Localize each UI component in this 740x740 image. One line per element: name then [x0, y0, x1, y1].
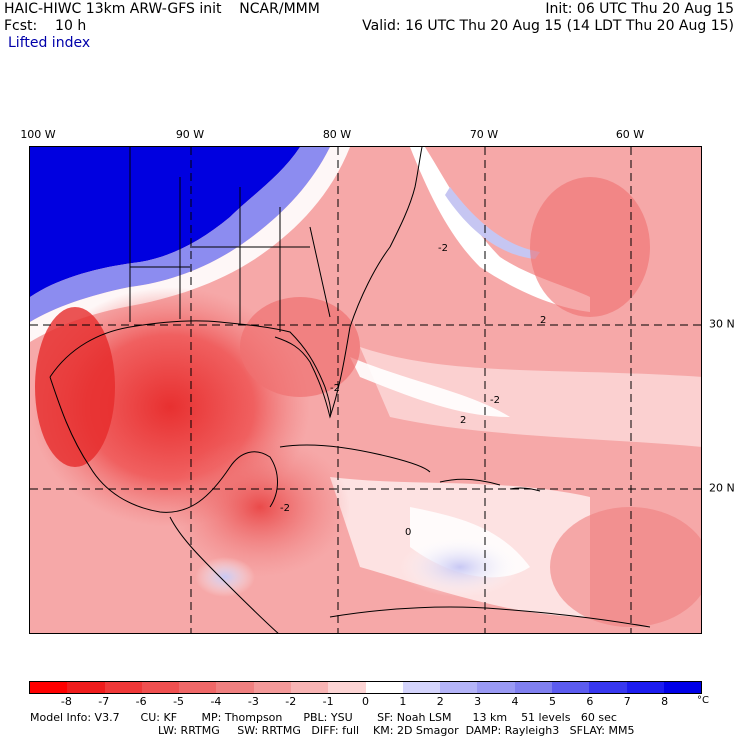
forecast-hour: Fcst: 10 h [4, 18, 87, 34]
colorbar-cell [663, 682, 702, 693]
stable-region-edge [30, 147, 330, 322]
model-info-line-2: LW: RRTMG SW: RRTMG DIFF: full KM: 2D Sm… [158, 724, 635, 737]
colorbar-tick-label: -4 [210, 695, 222, 708]
colorbar-tick-label: 8 [661, 695, 669, 708]
colorbar-tick-label: 7 [623, 695, 631, 708]
light-band-atlantic [360, 347, 701, 447]
init-time: Init: 06 UTC Thu 20 Aug 15 [545, 1, 734, 17]
colorbar-cell [104, 682, 142, 693]
map-canvas: -2 -2 -2 2 2 -2 0 [30, 147, 701, 633]
colorbar-tick-label: 1 [399, 695, 407, 708]
stable-patch-caribbean [400, 537, 520, 597]
valid-time: Valid: 16 UTC Thu 20 Aug 15 (14 LDT Thu … [362, 18, 734, 34]
colorbar-cell [402, 682, 441, 693]
colorbar-cell [179, 682, 217, 693]
lat-label-30n: 30 N [709, 317, 735, 331]
contour-label: -2 [438, 243, 448, 254]
contour-label: -2 [490, 395, 500, 406]
unstable-texas-coast [35, 307, 115, 467]
lon-label-60w: 60 W [615, 128, 645, 141]
coast-cuba [279, 444, 431, 473]
contour-label: 2 [460, 415, 466, 426]
colorbar-cell [141, 682, 180, 693]
lon-label-100w: 100 W [20, 128, 56, 141]
lon-label-80w: 80 W [322, 128, 352, 141]
colorbar-cell [589, 682, 627, 693]
colorbar-cell [290, 682, 329, 693]
colorbar-tick-label: 5 [548, 695, 556, 708]
coast-south-america [329, 606, 651, 628]
lifted-index-map: -2 -2 -2 2 2 -2 0 [29, 146, 702, 634]
field-name: Lifted index [8, 35, 91, 51]
colorbar-cell [67, 682, 105, 693]
neutral-transition-north [30, 147, 350, 342]
coast-hispaniola [439, 478, 501, 486]
colorbar-cell [30, 682, 68, 693]
stable-patch-central-america [195, 557, 255, 597]
coastlines [49, 147, 651, 633]
colorbar-cell [477, 682, 515, 693]
colorbar-tick-label: -3 [247, 695, 259, 708]
model-title: HAIC-HIWC 13km ARW-GFS init NCAR/MMM [4, 1, 320, 17]
unstable-yucatan [170, 437, 350, 577]
contour-labels: -2 -2 -2 2 2 -2 0 [280, 243, 546, 538]
colorbar [29, 681, 702, 694]
colorbar-cell [253, 682, 291, 693]
contour-label: -2 [330, 383, 340, 394]
colorbar-cell [551, 682, 590, 693]
colorbar-tick-label: 2 [436, 695, 444, 708]
colorbar-cell [440, 682, 478, 693]
stable-region-north [30, 147, 300, 297]
coast-puerto-rico [509, 487, 541, 492]
colorbar-tick-label: 4 [511, 695, 519, 708]
colorbar-cell [365, 682, 403, 693]
coast-gulf [49, 320, 332, 419]
unstable-atlantic-se [550, 507, 701, 627]
colorbar-cell [514, 682, 552, 693]
colorbar-tick-label: -7 [98, 695, 110, 708]
contour-label: 0 [405, 527, 411, 538]
colorbar-tick-label: -1 [322, 695, 334, 708]
colorbar-tick-label: 6 [586, 695, 594, 708]
colorbar-unit: °C [697, 695, 709, 706]
coast-central-america [169, 516, 279, 633]
lon-label-90w: 90 W [175, 128, 205, 141]
colorbar-cell [328, 682, 366, 693]
colorbar-cell [216, 682, 254, 693]
colorbar-tick-label: 3 [474, 695, 482, 708]
contour-label: -2 [280, 503, 290, 514]
coast-mexico [49, 376, 278, 513]
unstable-atlantic-east [530, 177, 650, 317]
coast-east-us [329, 147, 423, 418]
lon-label-70w: 70 W [469, 128, 499, 141]
colorbar-tick-label: -8 [60, 695, 72, 708]
graticule [30, 147, 701, 633]
colorbar-tick-label: -5 [173, 695, 185, 708]
colorbar-tick-label: 0 [362, 695, 369, 708]
neutral-streak-mid [350, 357, 510, 417]
model-info-line-1: Model Info: V3.7 CU: KF MP: Thompson PBL… [30, 711, 617, 724]
contour-label: 2 [540, 315, 546, 326]
colorbar-tick-label: -2 [285, 695, 297, 708]
colorbar-cell [626, 682, 664, 693]
unstable-florida [240, 297, 360, 397]
lat-label-20n: 20 N [709, 481, 735, 495]
colorbar-tick-label: -6 [135, 695, 147, 708]
state-borders [129, 147, 331, 332]
